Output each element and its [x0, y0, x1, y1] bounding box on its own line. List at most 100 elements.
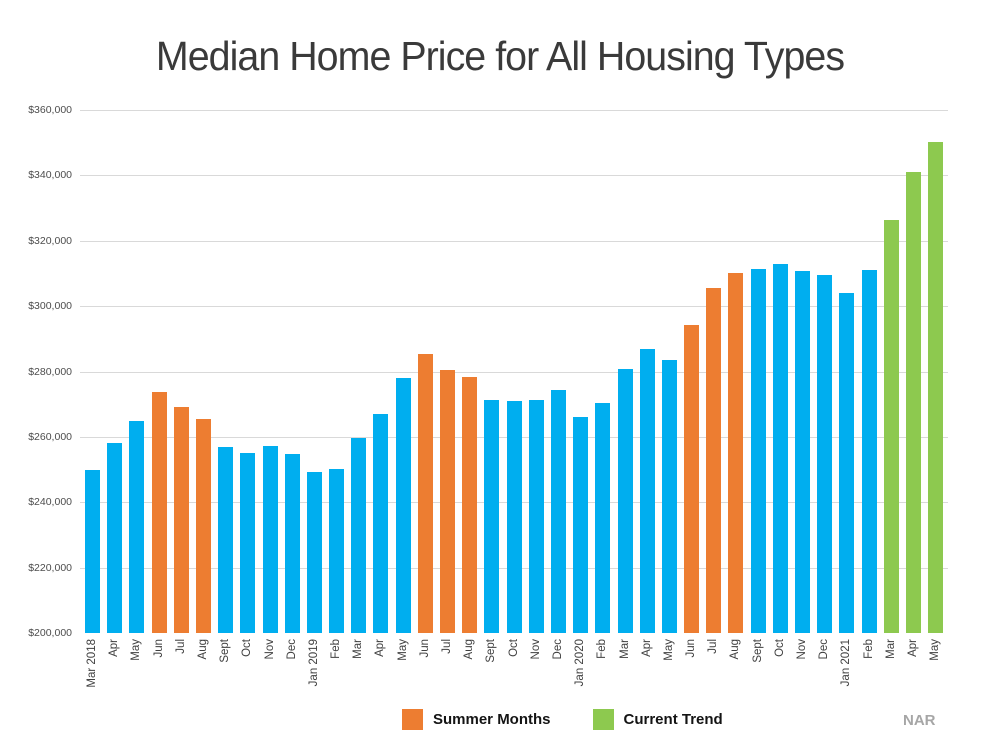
x-axis-tick-label: Jun [152, 639, 165, 658]
x-axis-tick: Oct [507, 639, 522, 714]
x-axis-tick-label: Apr [640, 639, 653, 657]
bar-jul [706, 288, 722, 633]
x-axis-tick: Sept [751, 639, 766, 714]
x-axis-tick-label: Oct [773, 639, 786, 657]
bar-apr [639, 348, 655, 633]
x-axis-tick-label: Jan 2021 [840, 639, 853, 687]
gridline [80, 110, 948, 111]
x-axis-tick: Nov [795, 639, 810, 714]
bar-may [129, 420, 145, 633]
x-axis-tick-label: Apr [108, 639, 121, 657]
bar-mar [351, 437, 367, 633]
x-axis-tick: Apr [906, 639, 921, 714]
y-axis-tick-label: $200,000 [28, 627, 72, 639]
x-axis-tick: Oct [240, 639, 255, 714]
x-axis-tick: Feb [595, 639, 610, 714]
bar-aug [462, 376, 478, 633]
x-axis-tick: Nov [529, 639, 544, 714]
bar-jul [440, 369, 455, 633]
x-axis-tick-label: Oct [241, 639, 254, 657]
x-axis-tick-label: Jan 2020 [574, 639, 587, 687]
x-axis-tick-label: Dec [285, 639, 298, 660]
x-axis-tick-label: Sept [751, 639, 764, 663]
x-axis-tick: Jan 2020 [573, 639, 588, 714]
x-axis-tick-label: Aug [729, 639, 742, 660]
x-axis: Mar 2018 Apr May Jun Jul Aug Sept Oct Nov Dec Jan … [80, 639, 948, 714]
bar-apr [905, 172, 921, 633]
x-axis-tick-label: Jul [174, 639, 187, 654]
x-axis-tick-label: Jun [418, 639, 431, 658]
bar-sept [750, 269, 766, 633]
x-axis-tick-label: Dec [818, 639, 831, 660]
y-axis-tick-label: $260,000 [28, 430, 72, 443]
x-axis-tick: May [662, 639, 677, 714]
chart-title: Median Home Price for All Housing Types [155, 33, 845, 79]
x-axis-tick-label: Jul [441, 639, 453, 654]
x-axis-tick: Jun [418, 639, 433, 714]
x-axis-tick: Dec [551, 639, 566, 714]
x-axis-tick-label: May [130, 639, 143, 661]
bar-feb [595, 402, 611, 633]
x-axis-tick: Apr [107, 639, 122, 714]
x-axis-tick-label: Nov [796, 639, 808, 660]
legend-label-trend: Current Trend [623, 711, 723, 728]
bar-aug [195, 418, 211, 633]
summer-months-swatch [402, 709, 423, 730]
x-axis-tick-label: Oct [507, 639, 520, 657]
x-axis-tick-label: Jun [685, 639, 698, 658]
bar-jan-2019 [306, 471, 322, 633]
x-axis-tick-label: Feb [596, 639, 609, 659]
x-axis-tick: Jul [174, 639, 189, 714]
x-axis-tick: Aug [462, 639, 477, 714]
bar-oct [240, 452, 256, 633]
bar-sept [484, 399, 500, 633]
x-axis-tick: Jan 2019 [307, 639, 322, 714]
x-axis-tick: Feb [329, 639, 344, 714]
gridline [80, 306, 948, 308]
x-axis-tick: May [928, 639, 943, 714]
x-axis-tick-label: Sept [219, 639, 232, 663]
x-axis-tick: Mar [351, 639, 366, 714]
gridline [80, 371, 948, 373]
x-axis-tick-label: Jul [707, 639, 720, 654]
bar-oct [506, 400, 522, 633]
x-axis-tick-label: Sept [485, 639, 498, 663]
bar-nov [262, 445, 278, 633]
x-axis-tick-label: Mar [884, 639, 897, 659]
bar-dec [817, 275, 833, 633]
x-axis-tick-label: Apr [906, 639, 919, 657]
current-trend-swatch [592, 709, 614, 730]
x-axis-tick-label: May [929, 639, 942, 661]
bar-jun [417, 353, 433, 633]
x-axis-tick: May [396, 639, 411, 714]
bar-apr [373, 414, 389, 633]
x-axis-tick: Feb [862, 639, 877, 714]
bar-aug [728, 272, 744, 633]
x-axis-tick: Mar [618, 639, 633, 714]
x-axis-tick: Apr [640, 639, 655, 714]
bar-mar [883, 220, 899, 633]
bar-oct [772, 264, 788, 633]
x-axis-tick-label: May [662, 639, 675, 661]
x-axis-tick: Aug [728, 639, 743, 714]
x-axis-tick: Oct [773, 639, 788, 714]
y-axis-tick-label: $240,000 [28, 496, 72, 509]
bar-feb [861, 270, 877, 633]
y-axis: $200,000 $220,000 $240,000 $260,000 $280,000… [0, 104, 72, 639]
x-axis-tick: Dec [817, 639, 832, 714]
bar-may [661, 360, 677, 633]
x-axis-tick: Nov [263, 639, 278, 714]
bar-dec [284, 453, 300, 633]
y-axis-tick-label: $220,000 [28, 561, 72, 574]
x-axis-tick: Sept [484, 639, 499, 714]
bar-sept [218, 446, 234, 633]
gridline [80, 175, 948, 177]
y-axis-tick-label: $280,000 [28, 365, 72, 378]
bar-jul [173, 406, 189, 633]
x-axis-tick: Apr [373, 639, 388, 714]
bar-mar-2018 [85, 469, 100, 633]
bar-may [395, 378, 411, 633]
bar-mar [617, 369, 633, 633]
x-axis-tick-label: Feb [330, 639, 343, 659]
